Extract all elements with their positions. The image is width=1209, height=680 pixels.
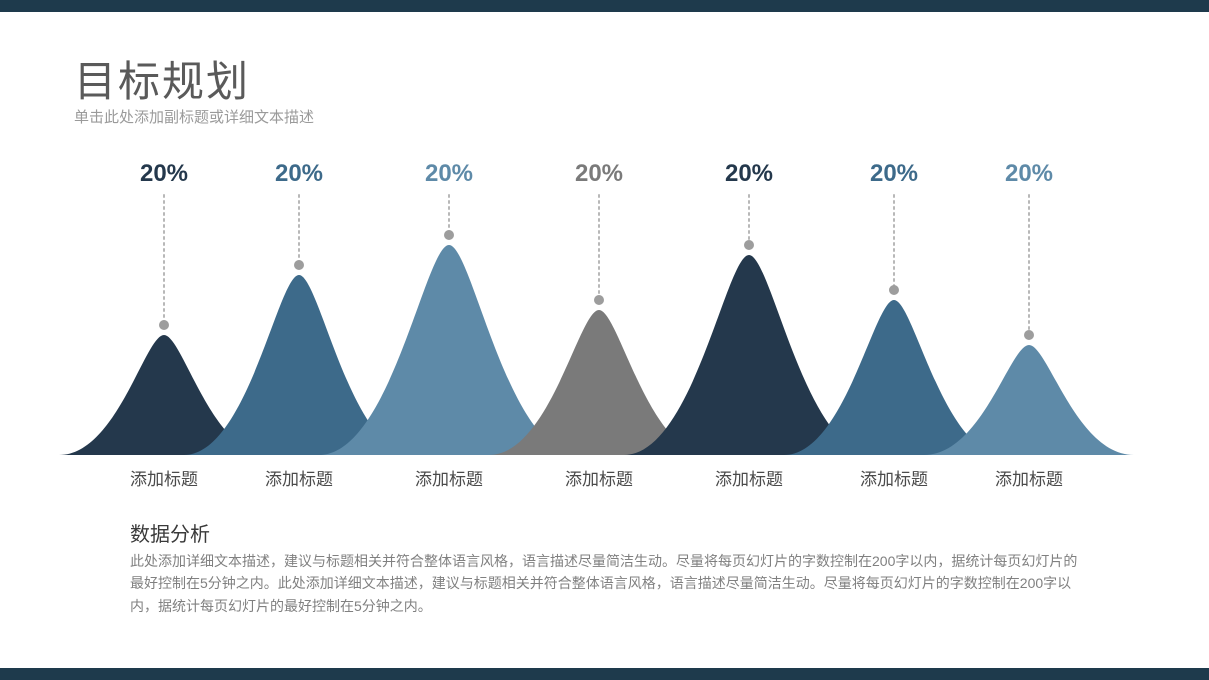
page-subtitle: 单击此处添加副标题或详细文本描述 bbox=[74, 106, 314, 127]
peak-label: 添加标题 bbox=[130, 465, 198, 490]
peak-label: 添加标题 bbox=[415, 465, 483, 490]
chart-svg bbox=[74, 155, 1134, 455]
peak-label: 添加标题 bbox=[565, 465, 633, 490]
body-text: 此处添加详细文本描述，建议与标题相关并符合整体语言风格，语言描述尽量简洁生动。尽… bbox=[130, 550, 1080, 617]
leader-dot bbox=[294, 260, 304, 270]
leader-dot bbox=[744, 240, 754, 250]
leader-dot bbox=[444, 230, 454, 240]
section-title: 数据分析 bbox=[130, 518, 210, 547]
bottom-bar bbox=[0, 668, 1209, 680]
leader-dot bbox=[1024, 330, 1034, 340]
peak-label: 添加标题 bbox=[860, 465, 928, 490]
page-title: 目标规划 bbox=[74, 48, 250, 109]
top-bar bbox=[0, 0, 1209, 12]
peak-label: 添加标题 bbox=[265, 465, 333, 490]
mountain-chart bbox=[74, 155, 1134, 455]
leader-dot bbox=[594, 295, 604, 305]
peak-label: 添加标题 bbox=[995, 465, 1063, 490]
leader-dot bbox=[889, 285, 899, 295]
leader-dot bbox=[159, 320, 169, 330]
peak-label: 添加标题 bbox=[715, 465, 783, 490]
